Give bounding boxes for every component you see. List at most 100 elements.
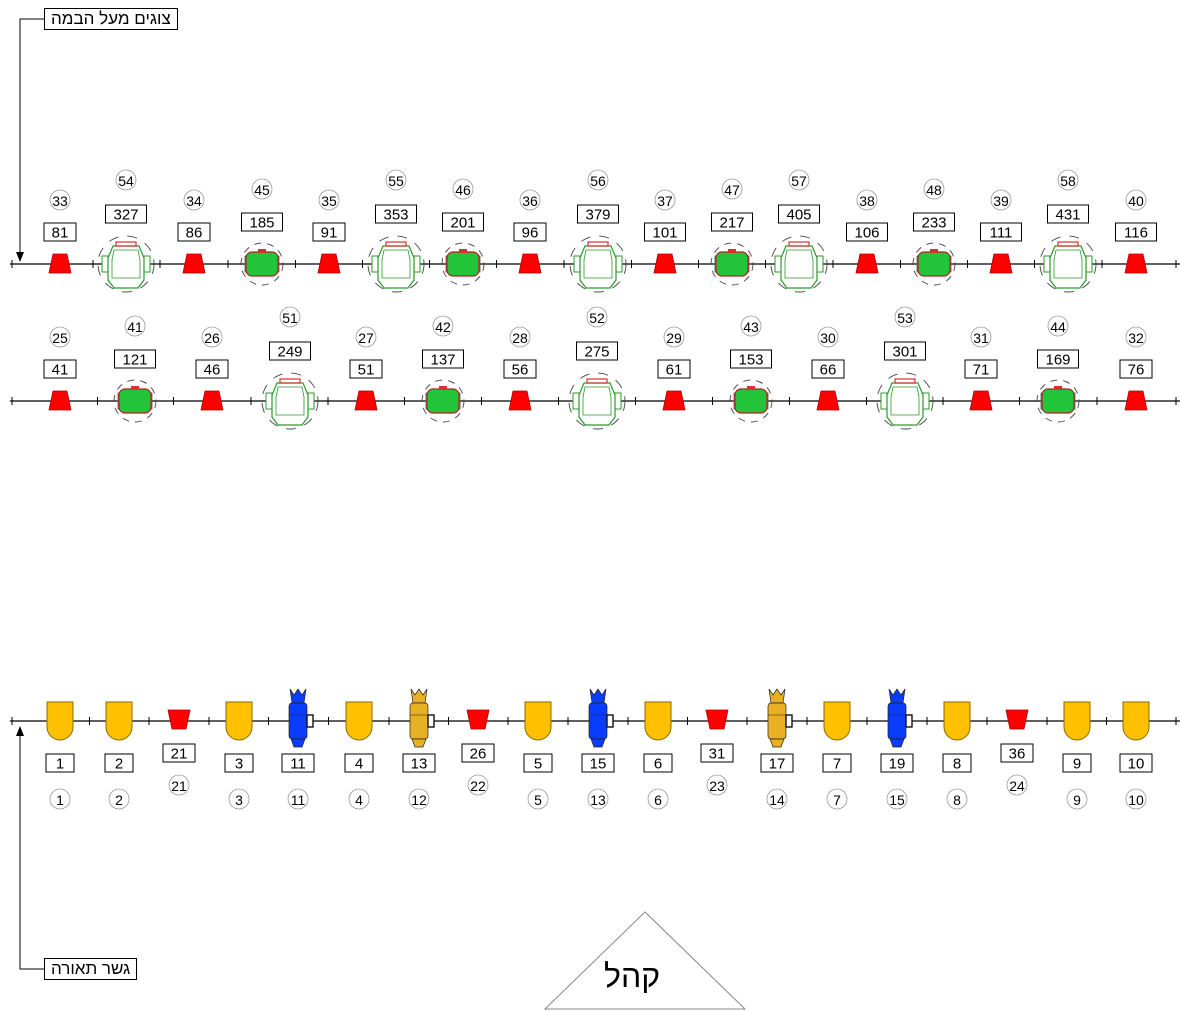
fixture-fresnel-7[interactable]: 77 (822, 701, 852, 810)
fixture-wash-41[interactable]: 121 41 (113, 315, 157, 423)
unit-number: 4 (355, 792, 363, 808)
fixture-moving-head-54[interactable]: 327 54 (97, 169, 155, 293)
fixture-fresnel-8[interactable]: 88 (942, 701, 972, 810)
fixture-moving-head-51[interactable]: 249 51 (261, 306, 319, 430)
unit-number: 55 (388, 173, 404, 189)
fixture-par-33[interactable]: 81 33 (43, 189, 77, 274)
fixture-par-34[interactable]: 86 34 (177, 189, 211, 274)
channel-number: 13 (411, 756, 428, 773)
fixture-moving-head-53[interactable]: 301 53 (876, 306, 934, 430)
moving-head-icon (1049, 245, 1087, 289)
fixture-par-25[interactable]: 41 25 (43, 326, 77, 411)
channel-box (778, 204, 820, 224)
unit-number: 46 (455, 182, 471, 198)
unit-number: 53 (897, 310, 913, 326)
unit-circle (826, 788, 848, 810)
unit-circle (527, 788, 549, 810)
fixture-par-28[interactable]: 56 28 (503, 326, 537, 411)
channel-number: 46 (204, 362, 221, 379)
channel-number: 431 (1055, 207, 1080, 224)
fixture-fresnel-4[interactable]: 44 (344, 701, 374, 810)
fixture-wash-47[interactable]: 217 47 (710, 178, 754, 286)
unit-number: 2 (115, 792, 123, 808)
fixture-par-21[interactable]: 21 21 (162, 709, 196, 796)
fixture-wash-43[interactable]: 153 43 (729, 315, 773, 423)
unit-number: 39 (993, 193, 1009, 209)
channel-box (1119, 359, 1153, 379)
fixture-wash-48[interactable]: 233 48 (912, 178, 956, 286)
unit-number: 34 (186, 193, 202, 209)
fixture-moving-head-52[interactable]: 275 52 (568, 306, 626, 430)
fixture-par-24[interactable]: 36 24 (1000, 709, 1034, 796)
fixture-wash-44[interactable]: 169 44 (1036, 315, 1080, 423)
channel-number: 137 (430, 352, 455, 369)
unit-number: 28 (512, 330, 528, 346)
unit-circle (124, 315, 146, 337)
unit-number: 30 (820, 330, 836, 346)
fixture-fresnel-3[interactable]: 33 (224, 701, 254, 810)
unit-circle (201, 326, 223, 348)
channel-box (846, 222, 888, 242)
fixture-fresnel-10[interactable]: 10 10 (1119, 701, 1153, 810)
unit-circle (647, 788, 669, 810)
fixture-par-37[interactable]: 101 37 (644, 189, 686, 274)
fixture-par-39[interactable]: 111 39 (980, 189, 1022, 274)
fixture-par-30[interactable]: 66 30 (811, 326, 845, 411)
fixture-fresnel-6[interactable]: 66 (643, 701, 673, 810)
fixture-par-27[interactable]: 51 27 (349, 326, 383, 411)
wash-light-icon (118, 388, 152, 414)
fixture-profile-blue-11[interactable]: 11 11 (281, 688, 315, 810)
fixture-fresnel-2[interactable]: 22 (104, 701, 134, 810)
fixture-moving-head-56[interactable]: 379 56 (569, 169, 627, 293)
fixture-wash-42[interactable]: 137 42 (421, 315, 465, 423)
channel-box (312, 222, 346, 242)
fixture-moving-head-57[interactable]: 405 57 (770, 169, 828, 293)
unit-number: 7 (833, 792, 841, 808)
fixture-fresnel-1[interactable]: 11 (45, 701, 75, 810)
leader-line (19, 732, 44, 970)
unit-number: 22 (470, 778, 486, 794)
unit-number: 33 (52, 193, 68, 209)
fixture-par-32[interactable]: 76 32 (1119, 326, 1153, 411)
yoke-left (573, 255, 581, 273)
fixture-par-36[interactable]: 96 36 (513, 189, 547, 274)
fixture-fresnel-5[interactable]: 55 (523, 701, 553, 810)
fixture-par-26[interactable]: 46 26 (195, 326, 229, 411)
fixture-moving-head-55[interactable]: 353 55 (367, 169, 425, 293)
par-can-icon (317, 253, 341, 274)
fixture-par-29[interactable]: 61 29 (657, 326, 691, 411)
fixture-par-35[interactable]: 91 35 (312, 189, 346, 274)
fixture-par-31[interactable]: 71 31 (964, 326, 998, 411)
channel-number: 19 (889, 756, 906, 773)
fixture-par-23[interactable]: 31 23 (700, 709, 734, 796)
fixture-moving-head-58[interactable]: 431 58 (1039, 169, 1097, 293)
fresnel-icon (105, 701, 133, 741)
channel-box (281, 753, 315, 773)
unit-circle (1047, 315, 1069, 337)
channel-box (1115, 222, 1157, 242)
fixture-wash-46[interactable]: 201 46 (441, 178, 485, 286)
profile-spot-icon (767, 702, 787, 740)
fixture-profile-amber-12[interactable]: 13 12 (402, 688, 436, 810)
fixture-wash-45[interactable]: 185 45 (240, 178, 284, 286)
channel-number: 121 (122, 352, 147, 369)
handle (587, 241, 609, 247)
fixture-fresnel-9[interactable]: 99 (1062, 701, 1092, 810)
fixture-par-40[interactable]: 116 40 (1115, 189, 1157, 274)
pan-arc (97, 235, 155, 293)
unit-circle (587, 788, 609, 810)
yoke-left (1043, 255, 1051, 273)
channel-number: 31 (709, 746, 726, 763)
channel-box (105, 204, 147, 224)
fixture-par-38[interactable]: 106 38 (846, 189, 888, 274)
profile-tail (290, 738, 306, 748)
channel-box (581, 753, 615, 773)
channel-number: 71 (973, 362, 990, 379)
channel-number: 379 (585, 207, 610, 224)
fixture-par-22[interactable]: 26 22 (461, 709, 495, 796)
unit-number: 37 (657, 193, 673, 209)
channel-number: 233 (921, 215, 946, 232)
